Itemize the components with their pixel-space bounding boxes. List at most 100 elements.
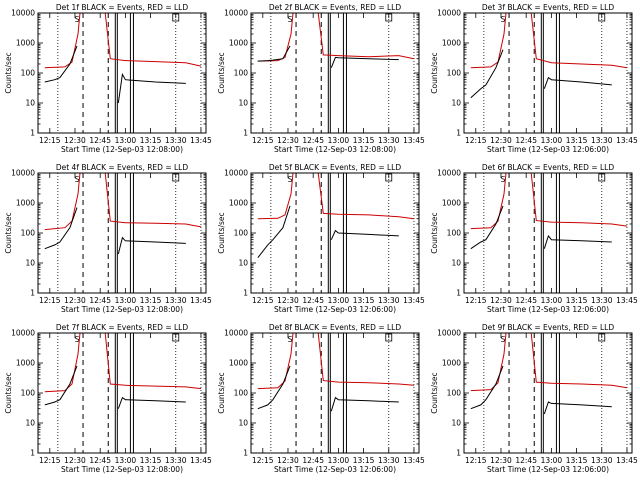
y-axis-label: Counts/sec xyxy=(430,52,439,93)
chart-title: Det 9f BLACK = Events, RED = LLD xyxy=(482,323,615,332)
y-tick-label: 10 xyxy=(25,419,35,428)
flag-s-marker: S xyxy=(75,335,80,344)
y-tick-label: 100 xyxy=(21,69,36,78)
x-axis-label: Start Time (12-Sep-03 12:06:00) xyxy=(487,465,609,474)
x-tick-label: 12:30 xyxy=(277,136,299,145)
flag-s-marker: S xyxy=(75,175,80,184)
chart-panel-2: S Det 2f BLACK = Events, RED = LLD 1 10 100 1… xyxy=(217,3,425,154)
y-tick-label: 10000 xyxy=(437,169,461,178)
y-axis-label: Counts/sec xyxy=(4,212,13,253)
chart-title: Det 5f BLACK = Events, RED = LLD xyxy=(269,163,402,172)
chart-panel-7: S Det 7f BLACK = Events, RED = LLD 1 10 100 1… xyxy=(4,323,212,474)
chart-title: Det 6f BLACK = Events, RED = LLD xyxy=(482,163,615,172)
y-tick-label: 10000 xyxy=(11,169,35,178)
y-tick-label: 1000 xyxy=(16,359,35,368)
events-series-line-2 xyxy=(117,396,186,409)
plot-frame xyxy=(37,172,207,294)
flag-s-marker: S xyxy=(288,335,293,344)
lld-series-line xyxy=(44,332,202,393)
x-axis-label: Start Time (12-Sep-03 12:08:00) xyxy=(61,465,183,474)
x-tick-label: 13:45 xyxy=(190,296,212,305)
x-axis-label: Start Time (12-Sep-03 12:08:00) xyxy=(61,305,183,314)
x-tick-label: 13:30 xyxy=(591,136,613,145)
events-series-line-2 xyxy=(330,229,399,240)
events-series-line-1 xyxy=(470,365,504,410)
x-tick-label: 13:45 xyxy=(403,456,425,465)
y-tick-label: 10000 xyxy=(437,329,461,338)
y-tick-label: 100 xyxy=(447,69,462,78)
x-tick-label: 13:00 xyxy=(115,136,137,145)
y-tick-label: 1000 xyxy=(442,199,461,208)
x-tick-label: 12:15 xyxy=(252,136,274,145)
x-axis-label: Start Time (12-Sep-03 12:06:00) xyxy=(487,305,609,314)
chart-title: Det 8f BLACK = Events, RED = LLD xyxy=(269,323,402,332)
chart-title: Det 3f BLACK = Events, RED = LLD xyxy=(482,3,615,12)
x-tick-label: 13:15 xyxy=(566,296,588,305)
chart-title: Det 7f BLACK = Events, RED = LLD xyxy=(56,323,189,332)
lld-series-line xyxy=(470,332,628,392)
chart-panel-9: S Det 9f BLACK = Events, RED = LLD 1 10 100 1… xyxy=(430,323,638,474)
x-tick-label: 13:00 xyxy=(541,136,563,145)
x-tick-label: 12:15 xyxy=(39,136,61,145)
y-tick-label: 1 xyxy=(456,289,461,298)
x-tick-label: 13:30 xyxy=(591,456,613,465)
x-tick-label: 13:45 xyxy=(403,136,425,145)
plot-frame xyxy=(463,172,633,294)
y-tick-label: 10000 xyxy=(11,329,35,338)
y-tick-label: 1000 xyxy=(442,39,461,48)
x-tick-label: 13:00 xyxy=(328,296,350,305)
events-series-line-1 xyxy=(470,49,504,99)
events-series-line-1 xyxy=(44,365,78,406)
flag-s-marker: S xyxy=(501,15,506,24)
x-tick-label: 12:45 xyxy=(515,136,537,145)
events-series-line-1 xyxy=(470,205,504,250)
plot-frame xyxy=(463,12,633,134)
events-series-line-2 xyxy=(543,401,612,415)
y-axis-label: Counts/sec xyxy=(217,212,226,253)
y-axis-label: Counts/sec xyxy=(430,212,439,253)
y-tick-label: 100 xyxy=(21,389,36,398)
x-tick-label: 13:30 xyxy=(378,136,400,145)
x-tick-label: 12:15 xyxy=(39,296,61,305)
x-tick-label: 13:45 xyxy=(190,456,212,465)
x-tick-label: 12:30 xyxy=(64,296,86,305)
events-series-line-1 xyxy=(44,207,78,250)
y-tick-label: 10 xyxy=(238,99,248,108)
y-tick-label: 100 xyxy=(234,69,249,78)
flag-s-marker: S xyxy=(288,15,293,24)
x-tick-label: 12:30 xyxy=(64,136,86,145)
x-tick-label: 13:15 xyxy=(353,456,375,465)
events-series-line-1 xyxy=(257,365,291,410)
events-series-line-2 xyxy=(543,234,612,249)
plot-frame xyxy=(250,12,420,134)
x-tick-label: 13:15 xyxy=(140,456,162,465)
y-axis-label: Counts/sec xyxy=(430,372,439,413)
x-tick-label: 12:15 xyxy=(39,456,61,465)
x-tick-label: 13:45 xyxy=(616,136,638,145)
x-tick-label: 12:45 xyxy=(515,296,537,305)
y-tick-label: 1 xyxy=(456,449,461,458)
y-tick-label: 100 xyxy=(21,229,36,238)
x-tick-label: 13:15 xyxy=(566,136,588,145)
y-tick-label: 1 xyxy=(243,289,248,298)
y-tick-label: 1 xyxy=(30,449,35,458)
events-series-line-1 xyxy=(257,45,291,62)
y-tick-label: 100 xyxy=(234,229,249,238)
events-series-line-2 xyxy=(117,72,186,104)
y-tick-label: 10000 xyxy=(437,9,461,18)
x-tick-label: 13:15 xyxy=(140,296,162,305)
y-tick-label: 1 xyxy=(30,289,35,298)
x-tick-label: 12:15 xyxy=(465,136,487,145)
x-tick-label: 12:45 xyxy=(302,456,324,465)
x-tick-label: 13:00 xyxy=(328,456,350,465)
y-tick-label: 10 xyxy=(238,259,248,268)
y-tick-label: 1000 xyxy=(16,199,35,208)
y-tick-label: 100 xyxy=(447,229,462,238)
x-axis-label: Start Time (12-Sep-03 12:08:00) xyxy=(274,145,396,154)
x-tick-label: 13:45 xyxy=(616,296,638,305)
x-tick-label: 13:00 xyxy=(115,296,137,305)
y-axis-label: Counts/sec xyxy=(4,52,13,93)
x-tick-label: 12:45 xyxy=(89,296,111,305)
x-tick-label: 12:30 xyxy=(490,136,512,145)
chart-title: Det 1f BLACK = Events, RED = LLD xyxy=(56,3,189,12)
